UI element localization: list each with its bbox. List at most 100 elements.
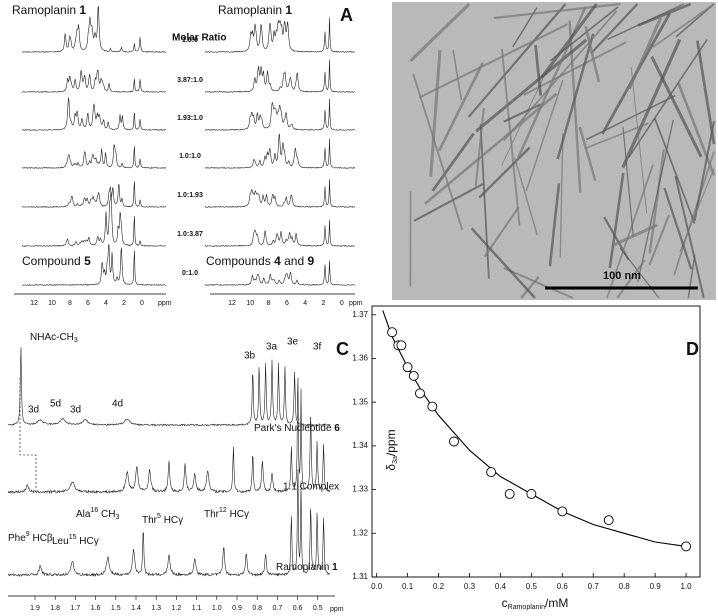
fibril bbox=[478, 146, 531, 199]
x-tick-label: 1.6 bbox=[91, 605, 101, 612]
assignment: Phe9 HCβ bbox=[8, 531, 53, 543]
nmr-trace bbox=[21, 191, 166, 247]
x-tick-label: 10 bbox=[246, 300, 254, 307]
fibril bbox=[548, 183, 561, 267]
nmr-trace bbox=[7, 347, 331, 427]
x-tick-label: 0 bbox=[140, 300, 144, 307]
fibril bbox=[679, 168, 715, 253]
nmr-trace bbox=[21, 244, 167, 286]
fibril bbox=[622, 126, 634, 238]
fibril bbox=[648, 214, 670, 266]
micrograph bbox=[392, 2, 716, 300]
axis-unit: ppm bbox=[158, 300, 172, 307]
x-tick-label: 0.4 bbox=[495, 582, 507, 591]
fibril bbox=[621, 38, 682, 169]
y-tick-label: 1.32 bbox=[352, 528, 368, 537]
x-axis-label: cRamoplanin/mM bbox=[502, 596, 569, 611]
fibril bbox=[470, 227, 536, 299]
molar-ratio: 0:1.0 bbox=[182, 270, 198, 277]
x-tick-label: 8 bbox=[267, 300, 271, 307]
fibril bbox=[431, 132, 475, 192]
x-tick-label: 4 bbox=[303, 300, 307, 307]
peak-label: 3e bbox=[287, 337, 299, 348]
nmr-trace bbox=[204, 17, 356, 53]
nmr-trace bbox=[204, 179, 356, 208]
panel-label: D bbox=[686, 339, 699, 359]
x-tick-label: 1.0 bbox=[681, 582, 693, 591]
spectrum-title: Compounds 4 and 9 bbox=[206, 254, 314, 268]
fibril bbox=[475, 38, 588, 133]
peak-label: 4d bbox=[112, 399, 123, 410]
panel-label: C bbox=[336, 339, 349, 359]
fibril bbox=[493, 2, 621, 20]
fibril bbox=[608, 172, 625, 269]
x-tick-label: 10 bbox=[48, 300, 56, 307]
x-tick-label: 1.2 bbox=[172, 605, 182, 612]
nmr-trace bbox=[21, 143, 166, 169]
x-tick-label: 1.3 bbox=[151, 605, 161, 612]
y-tick-label: 1.35 bbox=[352, 397, 368, 406]
fibril bbox=[650, 55, 703, 158]
fibril bbox=[413, 182, 484, 222]
scale-bar-label: 100 nm bbox=[603, 270, 641, 282]
assignment: Thr12 HCγ bbox=[204, 507, 249, 519]
fibril bbox=[693, 121, 716, 221]
peak-label: 3b bbox=[244, 351, 256, 362]
x-tick-label: 1.9 bbox=[30, 605, 40, 612]
x-tick-label: 1.1 bbox=[192, 605, 202, 612]
x-tick-label: 0.7 bbox=[588, 582, 600, 591]
nmr-trace bbox=[21, 97, 167, 131]
fibril bbox=[467, 3, 567, 118]
fibril bbox=[653, 117, 696, 224]
x-tick-label: 0.2 bbox=[433, 582, 445, 591]
spectrum-title: Ramoplanin 1 bbox=[218, 3, 292, 17]
axis-unit: ppm bbox=[349, 300, 363, 307]
data-point bbox=[415, 388, 425, 399]
x-tick-label: 0.8 bbox=[252, 605, 262, 612]
peak-label: 3a bbox=[266, 342, 278, 353]
x-tick-label: 12 bbox=[30, 300, 38, 307]
fibril bbox=[612, 223, 658, 247]
x-tick-label: 0.7 bbox=[273, 605, 283, 612]
trace-label: 1:1 Complex bbox=[283, 482, 339, 493]
fibril bbox=[520, 275, 540, 299]
nmr-trace bbox=[204, 219, 356, 247]
fit-curve bbox=[382, 310, 687, 547]
fibril bbox=[663, 187, 693, 270]
y-tick-label: 1.36 bbox=[352, 354, 368, 363]
data-point bbox=[681, 541, 692, 552]
plot-frame bbox=[371, 305, 701, 578]
fibril bbox=[559, 133, 564, 258]
data-point bbox=[504, 489, 515, 499]
assignment: Thr5 HCγ bbox=[142, 513, 183, 525]
molar-ratio: 1.0:1.0 bbox=[179, 153, 201, 160]
fibril bbox=[637, 119, 674, 283]
x-tick-label: 0.5 bbox=[313, 605, 323, 612]
correlation-line bbox=[19, 378, 37, 488]
x-tick-label: 0.1 bbox=[402, 582, 414, 591]
fibril bbox=[500, 48, 521, 226]
ratio-heading: Molar Ratio bbox=[172, 33, 226, 44]
x-tick-label: 2 bbox=[322, 300, 326, 307]
data-point bbox=[402, 362, 413, 373]
axis-unit: ppm bbox=[330, 606, 344, 613]
x-tick-label: 1.8 bbox=[50, 605, 60, 612]
nmr-trace bbox=[204, 260, 356, 286]
x-tick-label: 0.8 bbox=[619, 582, 631, 591]
data-point bbox=[526, 489, 537, 499]
x-tick-label: 1.7 bbox=[71, 605, 81, 612]
data-point bbox=[408, 370, 419, 381]
data-point bbox=[449, 436, 459, 447]
x-tick-label: 4 bbox=[104, 300, 108, 307]
spectrum-title: Ramoplanin 1 bbox=[12, 3, 86, 17]
fibril bbox=[419, 23, 568, 99]
y-axis-label: δ3a/ppm bbox=[384, 429, 399, 470]
nmr-trace bbox=[21, 181, 167, 208]
molar-ratio: 1.0:3.87 bbox=[177, 231, 203, 238]
nmr-trace bbox=[7, 468, 331, 577]
fibril bbox=[503, 103, 542, 123]
x-tick-label: 0.3 bbox=[464, 582, 476, 591]
x-tick-label: 6 bbox=[86, 300, 90, 307]
data-point bbox=[557, 506, 568, 517]
